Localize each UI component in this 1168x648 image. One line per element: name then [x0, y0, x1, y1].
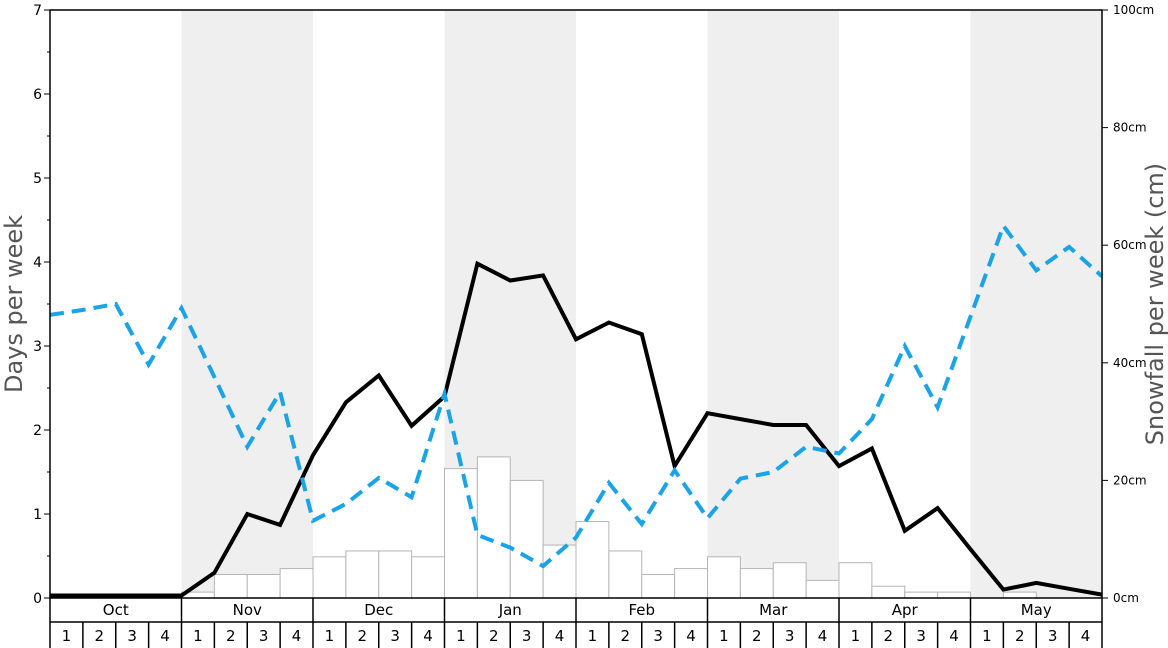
- week-label: 3: [785, 627, 795, 645]
- snowfall-bar: [608, 550, 643, 599]
- week-label: 2: [1015, 627, 1025, 645]
- snowfall-bar: [937, 591, 971, 599]
- right-tick-label: 20cm: [1113, 473, 1147, 487]
- snowfall-bar: [871, 585, 906, 599]
- week-label: 2: [95, 627, 105, 645]
- month-band: [181, 10, 313, 598]
- week-label: 2: [752, 627, 762, 645]
- week-label: 4: [686, 627, 696, 645]
- month-band: [707, 10, 839, 598]
- week-label: 2: [884, 627, 894, 645]
- snowfall-bar: [641, 573, 676, 599]
- week-label: 2: [621, 627, 631, 645]
- week-label: 1: [982, 627, 992, 645]
- snowfall-bar: [246, 573, 281, 599]
- snowfall-bar: [213, 573, 248, 599]
- left-tick-label: 1: [33, 507, 42, 523]
- month-label: Jan: [498, 601, 522, 619]
- left-tick-label: 7: [33, 3, 42, 19]
- week-label: 1: [193, 627, 203, 645]
- left-tick-label: 0: [33, 591, 42, 607]
- right-tick-label: 40cm: [1113, 356, 1147, 370]
- y-axis-label-right: Snowfall per week (cm): [1141, 163, 1168, 445]
- right-tick-label: 0cm: [1113, 591, 1139, 605]
- left-tick-label: 2: [33, 423, 42, 439]
- snowfall-bar: [444, 468, 478, 599]
- right-tick-label: 60cm: [1113, 238, 1147, 252]
- snowfall-bar: [707, 556, 741, 599]
- week-label: 4: [555, 627, 565, 645]
- right-tick-label: 100cm: [1113, 3, 1154, 17]
- week-label: 3: [127, 627, 137, 645]
- month-label: Mar: [759, 601, 788, 619]
- week-label: 2: [489, 627, 499, 645]
- week-label: 2: [226, 627, 236, 645]
- snowfall-bar: [1002, 591, 1037, 599]
- week-label: 3: [390, 627, 400, 645]
- week-label: 3: [522, 627, 532, 645]
- right-tick-label: 80cm: [1113, 121, 1147, 135]
- week-label: 4: [423, 627, 433, 645]
- solid-series-line: [50, 260, 1103, 598]
- y-axis-label-left: Days per week: [0, 215, 28, 393]
- snowfall-bar: [312, 556, 347, 599]
- week-label: 1: [325, 627, 335, 645]
- dashed-series-line: [49, 221, 1104, 569]
- week-label: 3: [653, 627, 663, 645]
- left-tick-label: 6: [33, 87, 42, 103]
- left-tick-label: 5: [33, 171, 42, 187]
- month-label: Apr: [892, 601, 919, 619]
- snowfall-bar: [805, 579, 840, 599]
- left-tick-label: 3: [33, 339, 42, 355]
- week-label: 4: [1081, 627, 1091, 645]
- snowfall-bar: [411, 556, 445, 599]
- month-bands: [181, 10, 1102, 598]
- snowfall-bar: [345, 550, 380, 599]
- week-label: 1: [719, 627, 729, 645]
- left-tick-label: 4: [33, 255, 42, 271]
- week-label: 3: [1048, 627, 1058, 645]
- week-label: 1: [456, 627, 466, 645]
- week-label: 3: [916, 627, 926, 645]
- week-label: 1: [588, 627, 598, 645]
- week-label: 1: [62, 627, 72, 645]
- week-label: 4: [949, 627, 959, 645]
- left-y-axis: 0 1 2 3 4 5 6 7: [33, 3, 50, 607]
- series-lines: [49, 221, 1104, 598]
- right-y-axis: 0cm 20cm 40cm 60cm 80cm 100cm: [1102, 3, 1154, 605]
- x-axis-table: Oct 1 2 3 4 Nov 1 2 3 4 Dec 1 2 3 4 Jan 1 2 3 4 Feb 1 2 3 4 Mar 1 2…: [49, 598, 1103, 648]
- week-label: 2: [358, 627, 368, 645]
- month-band: [970, 10, 1102, 598]
- snowfall-bar: [838, 562, 873, 599]
- week-label: 4: [818, 627, 828, 645]
- snowfall-bar: [772, 562, 807, 599]
- month-label: Oct: [103, 601, 129, 619]
- snowfall-bar: [509, 479, 544, 599]
- week-label: 3: [259, 627, 269, 645]
- month-label: May: [1021, 601, 1052, 619]
- month-label: Feb: [628, 601, 655, 619]
- snowfall-bar: [378, 550, 413, 599]
- week-label: 4: [292, 627, 302, 645]
- snowfall-bar: [575, 521, 610, 599]
- snowfall-bar: [739, 568, 774, 599]
- month-label: Dec: [364, 601, 393, 619]
- snowfall-bar: [476, 456, 511, 599]
- snowfall-bars: [181, 456, 1037, 599]
- week-label: 1: [851, 627, 861, 645]
- snowfall-bar: [904, 591, 939, 599]
- week-label: 4: [160, 627, 170, 645]
- month-label: Nov: [233, 601, 262, 619]
- snowfall-bar: [279, 568, 314, 599]
- snowfall-bar: [674, 568, 708, 599]
